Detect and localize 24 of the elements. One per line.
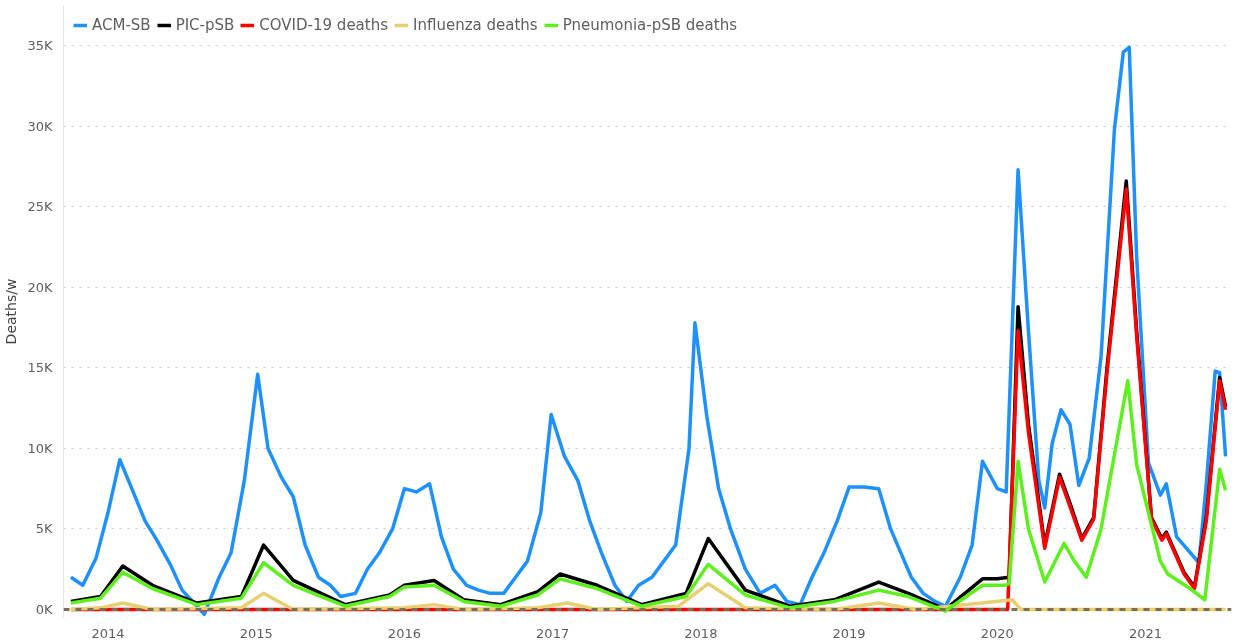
line-series	[69, 45, 1228, 617]
y-tick-label: 5K	[35, 521, 53, 537]
legend-label: Pneumonia-pSB deaths	[562, 16, 737, 34]
y-tick-label: 15K	[27, 360, 53, 376]
x-tick-label: 2017	[536, 625, 570, 640]
x-tick-label: 2021	[1128, 625, 1163, 640]
y-tick-label: 10K	[27, 440, 53, 456]
y-axis-title: Deaths/w	[3, 278, 20, 345]
legend-label: ACM-SB	[92, 16, 151, 34]
legend-label: Influenza deaths	[413, 16, 538, 34]
x-tick-label: 2015	[239, 625, 273, 640]
y-tick-label: 35K	[27, 38, 53, 54]
y-tick-label: 20K	[27, 279, 53, 295]
legend-label: PIC-pSB	[175, 16, 235, 34]
line-series	[69, 379, 1228, 613]
x-tick-label: 2016	[387, 625, 421, 640]
x-tick-label: 2020	[980, 625, 1014, 640]
y-tick-label: 25K	[27, 199, 53, 215]
x-tick-label: 2018	[684, 625, 718, 640]
x-tick-label: 2019	[832, 625, 866, 640]
x-tick-label: 2014	[91, 625, 125, 640]
legend-label: COVID-19 deaths	[259, 16, 389, 34]
y-tick-label: 30K	[27, 118, 53, 134]
y-tick-label: 0K	[35, 601, 53, 617]
